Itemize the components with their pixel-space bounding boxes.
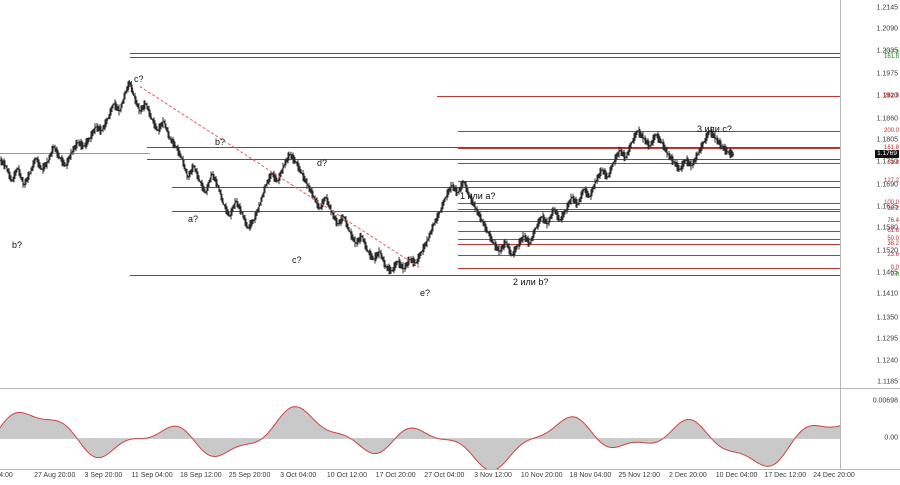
price-plot-area[interactable]: c? b? d? a? b? c? e? 1 или a? 2 или b? 3 или c? bbox=[0, 0, 840, 388]
price-axis-tick: 1.1690 bbox=[876, 181, 898, 189]
time-axis-tick: 4:00 bbox=[0, 472, 13, 479]
price-axis-tick: 1.2145 bbox=[876, 4, 898, 12]
price-series bbox=[0, 80, 735, 275]
time-axis-tick: 17 Dec 12:00 bbox=[764, 472, 807, 479]
level-label: 50.0 bbox=[887, 236, 899, 243]
level-line bbox=[458, 231, 840, 233]
time-axis-tick: 18 Nov 04:00 bbox=[569, 472, 612, 479]
level-line bbox=[458, 254, 840, 256]
price-axis-tick: 1.1520 bbox=[876, 247, 898, 255]
time-axis-tick: 27 Aug 20:00 bbox=[34, 472, 76, 479]
level-label: 127.2 bbox=[883, 49, 899, 56]
level-line bbox=[458, 239, 840, 241]
time-axis-tick: 11 Sep 04:00 bbox=[131, 472, 173, 479]
level-label: 0.0 bbox=[890, 264, 899, 271]
price-axis-tick: 1.1465 bbox=[876, 269, 898, 277]
level-line bbox=[458, 208, 840, 210]
level-line bbox=[147, 147, 840, 149]
price-axis-tick: 1.2035 bbox=[876, 47, 898, 55]
price-axis-tick: 1.1185 bbox=[877, 378, 898, 386]
level-line bbox=[458, 243, 840, 245]
level-label: 23.6 bbox=[887, 251, 899, 258]
level-line bbox=[437, 96, 840, 98]
wave-annotation: c? bbox=[134, 74, 144, 84]
level-line bbox=[130, 274, 840, 276]
level-line bbox=[172, 187, 840, 189]
level-label: 127.2 bbox=[883, 178, 899, 185]
wave-annotation: d? bbox=[317, 158, 328, 168]
wave-annotation: a? bbox=[188, 214, 199, 224]
level-line bbox=[130, 52, 840, 54]
level-label: 261.8 bbox=[883, 93, 899, 100]
price-axis-tick: 1.2090 bbox=[876, 25, 898, 33]
wave-annotation: 1 или a? bbox=[460, 191, 496, 201]
price-axis-tick: 1.1860 bbox=[876, 115, 898, 123]
level-line bbox=[147, 159, 840, 161]
time-axis-tick: 3 Nov 12:00 bbox=[474, 472, 512, 479]
time-axis-tick: 24 Dec 20:00 bbox=[813, 472, 855, 479]
time-axis-tick: 3 Sep 20:00 bbox=[84, 472, 123, 479]
oscillator-plot-area[interactable] bbox=[0, 389, 840, 485]
reference-line bbox=[0, 152, 150, 154]
price-axis-tick: 1.1410 bbox=[876, 290, 898, 298]
price-axis-tick: 1.1635 bbox=[876, 203, 898, 211]
level-line bbox=[458, 221, 840, 223]
level-label: 100.0 bbox=[883, 199, 899, 206]
time-axis-tick: 27 Oct 04:00 bbox=[424, 472, 465, 479]
time-axis-tick: 2 Dec 20:00 bbox=[669, 472, 707, 479]
level-line bbox=[458, 181, 840, 183]
wave-annotation: b? bbox=[12, 240, 23, 250]
wave-annotation: e? bbox=[420, 288, 431, 298]
price-axis-tick: 1.1805 bbox=[876, 136, 898, 144]
level-line bbox=[458, 162, 840, 164]
level-label: 76.4 bbox=[887, 218, 899, 225]
oscillator-axis-tick: 0.00 bbox=[884, 434, 898, 442]
price-axis-tick: 1.1295 bbox=[876, 335, 898, 343]
price-axis-tick: 1.1350 bbox=[876, 314, 898, 322]
level-label: 161.8 bbox=[883, 53, 899, 60]
level-label: 200.0 bbox=[883, 127, 899, 134]
time-axis-tick: 10 Nov 20:00 bbox=[520, 472, 563, 479]
level-line bbox=[172, 210, 840, 212]
time-axis: 4:00 27 Aug 20:00 3 Sep 20:00 11 Sep 04:00 1… bbox=[0, 469, 900, 485]
level-label: 161.8 bbox=[883, 145, 899, 152]
level-line bbox=[458, 202, 840, 204]
time-axis-tick: 17 Oct 20:00 bbox=[375, 472, 416, 479]
current-price-tag: 1.1769 bbox=[875, 150, 899, 159]
price-axis-tick: 1.1975 bbox=[876, 70, 898, 78]
wave-annotation: b? bbox=[215, 137, 226, 147]
level-label: 0.0 bbox=[890, 271, 899, 278]
level-label: 38.2 bbox=[887, 205, 899, 212]
price-axis-tick: 1.1240 bbox=[876, 357, 898, 365]
level-line bbox=[130, 56, 840, 58]
level-label: 61.8 bbox=[887, 159, 899, 166]
wave-annotation: c? bbox=[292, 255, 302, 265]
time-axis-tick: 25 Sep 20:00 bbox=[228, 472, 271, 479]
wave-annotation: 2 или b? bbox=[513, 277, 549, 287]
wave-annotation: 3 или c? bbox=[697, 124, 732, 134]
time-axis-tick: 10 Dec 04:00 bbox=[715, 472, 758, 479]
time-axis-tick: 10 Oct 12:00 bbox=[326, 472, 367, 479]
time-axis-tick: 25 Nov 12:00 bbox=[618, 472, 660, 479]
price-axis-tick: 1.1580 bbox=[876, 224, 898, 232]
level-label: 38.2 bbox=[887, 240, 899, 247]
level-line bbox=[458, 267, 840, 269]
time-axis-tick: 3 Oct 04:00 bbox=[280, 472, 317, 479]
price-axis-tick: 1.1920 bbox=[876, 92, 898, 100]
level-line bbox=[458, 130, 840, 132]
level-label: 61.8 bbox=[887, 228, 899, 235]
price-axis: 1.2145 1.2090 1.2035 1.1975 1.1920 1.1860 1.18… bbox=[840, 0, 900, 388]
oscillator-axis-tick: 0.00698 bbox=[872, 397, 898, 405]
time-axis-tick: 18 Sep 12:00 bbox=[179, 472, 222, 479]
price-axis-tick: 1.1750 bbox=[876, 158, 898, 166]
price-pane: c? b? d? a? b? c? e? 1 или a? 2 или b? 3 или c? 1… bbox=[0, 0, 900, 389]
oscillator-series bbox=[0, 406, 840, 472]
